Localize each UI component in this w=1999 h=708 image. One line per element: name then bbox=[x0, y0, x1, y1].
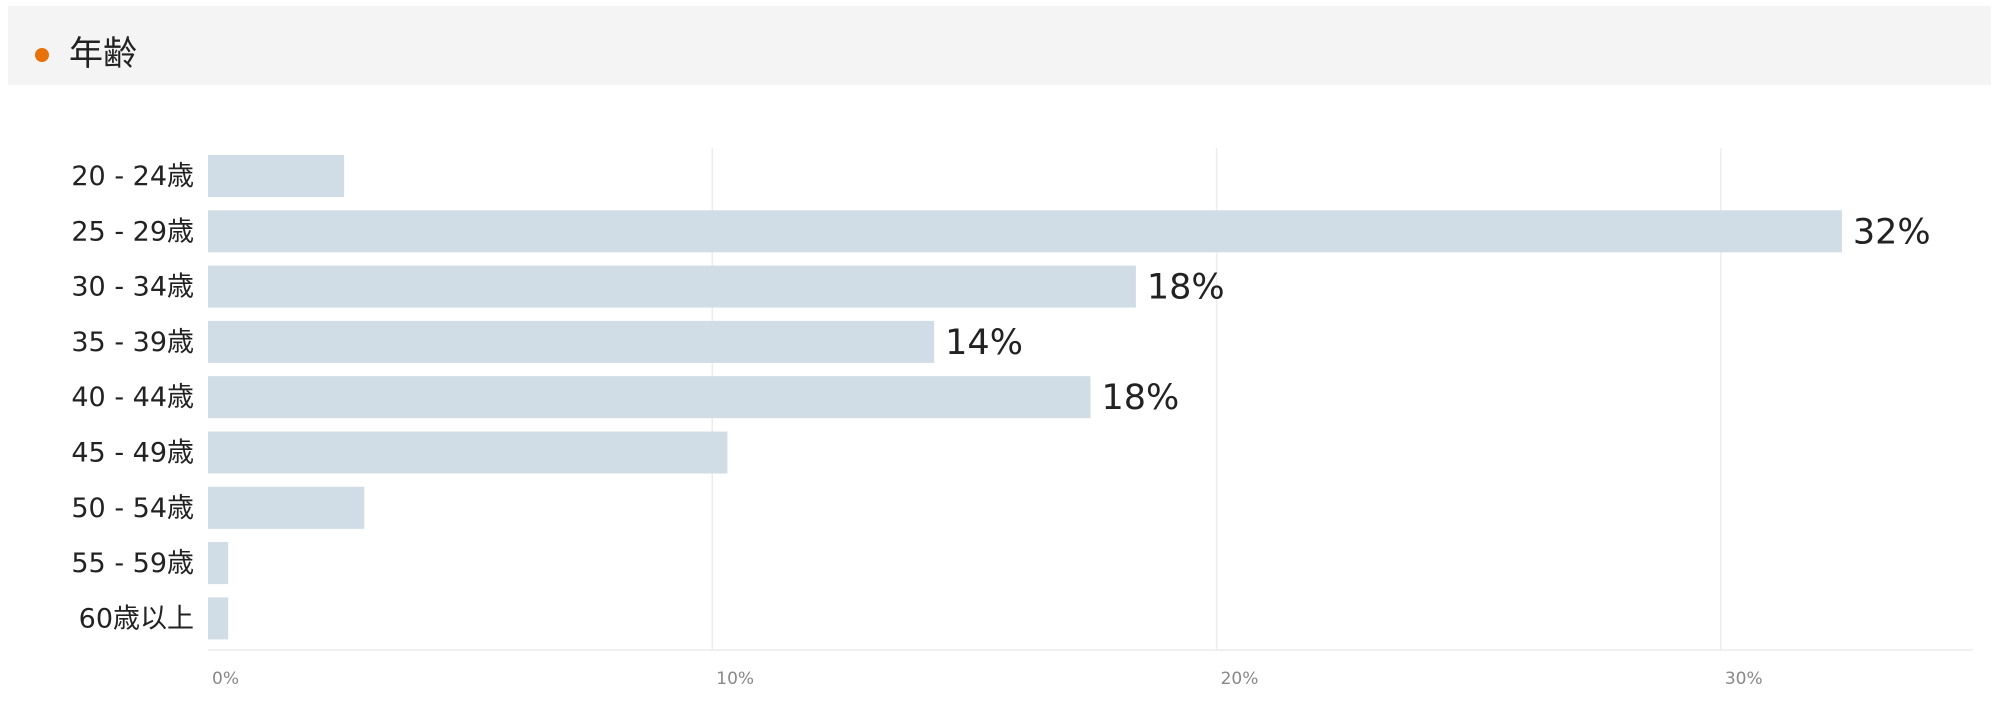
value-label: 18% bbox=[1147, 268, 1225, 308]
category-label: 50 - 54歳 bbox=[71, 493, 194, 524]
x-tick-label: 0% bbox=[212, 669, 239, 689]
category-label: 60歳以上 bbox=[79, 603, 194, 634]
bar bbox=[208, 597, 229, 640]
category-label: 40 - 44歳 bbox=[71, 382, 194, 413]
category-label: 20 - 24歳 bbox=[71, 161, 194, 192]
bar bbox=[208, 320, 935, 363]
chart-title: 年齢 bbox=[69, 34, 137, 74]
category-label: 25 - 29歳 bbox=[71, 216, 194, 247]
bar bbox=[208, 265, 1136, 308]
bar bbox=[208, 155, 345, 197]
bar bbox=[208, 542, 229, 585]
bar bbox=[208, 431, 728, 474]
chart-header: 年齢 bbox=[8, 6, 1991, 85]
bullet-dot-icon bbox=[35, 48, 49, 62]
x-tick-label: 30% bbox=[1725, 669, 1763, 689]
category-label: 30 - 34歳 bbox=[71, 272, 194, 303]
bars bbox=[208, 155, 1842, 640]
labels: 0% 10% 20% 30% 20 - 24歳 25 - 29歳 32% 30 - 34歳 18… bbox=[71, 161, 1930, 689]
category-label: 45 - 49歳 bbox=[71, 438, 194, 469]
value-label: 14% bbox=[945, 323, 1023, 363]
x-tick-label: 20% bbox=[1221, 669, 1259, 689]
bar bbox=[208, 486, 365, 529]
category-label: 55 - 59歳 bbox=[71, 548, 194, 579]
x-tick-label: 10% bbox=[716, 669, 754, 689]
bar bbox=[208, 210, 1842, 253]
bar bbox=[208, 376, 1091, 419]
category-label: 35 - 39歳 bbox=[71, 327, 194, 358]
value-label: 32% bbox=[1853, 212, 1931, 252]
value-label: 18% bbox=[1102, 378, 1180, 418]
